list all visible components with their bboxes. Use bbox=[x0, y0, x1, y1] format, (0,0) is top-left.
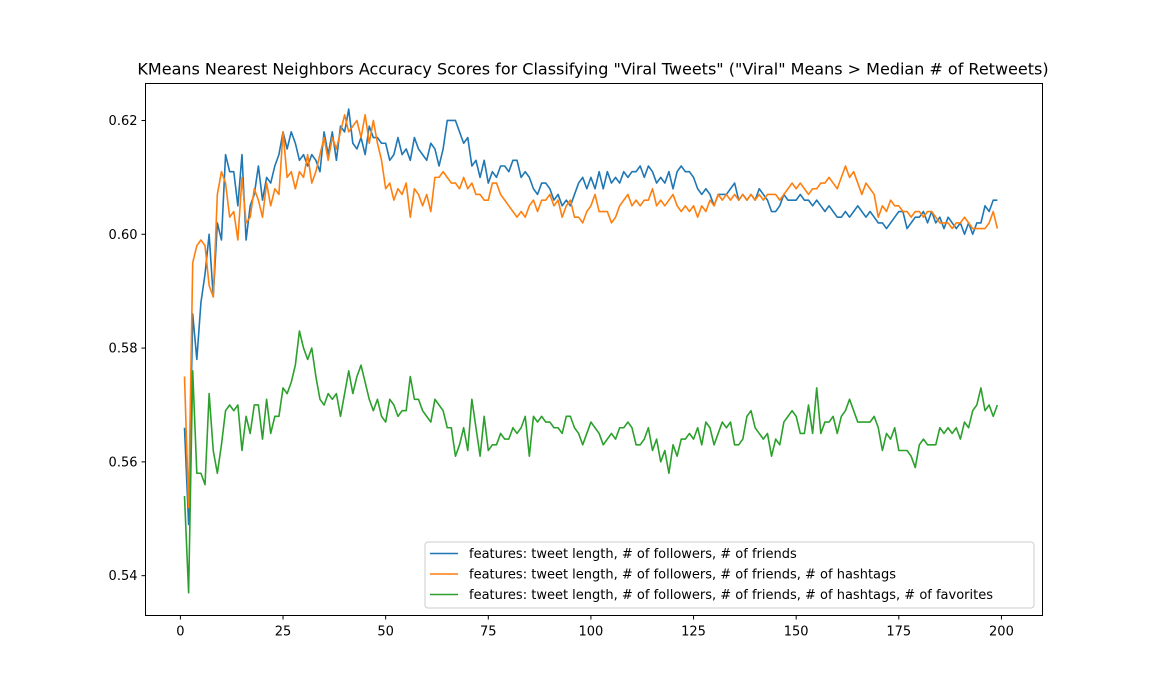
legend-label-1: features: tweet length, # of followers, … bbox=[469, 547, 797, 562]
x-tick-label: 175 bbox=[886, 625, 911, 640]
series-line-3 bbox=[183, 330, 999, 594]
chart-title: KMeans Nearest Neighbors Accuracy Scores… bbox=[137, 60, 1048, 79]
series-line-2 bbox=[183, 113, 999, 509]
y-tick-label: 0.58 bbox=[109, 342, 138, 357]
y-tick-label: 0.60 bbox=[109, 228, 138, 243]
x-tick-label: 100 bbox=[579, 625, 604, 640]
legend-label-2: features: tweet length, # of followers, … bbox=[469, 568, 896, 583]
legend: features: tweet length, # of followers, … bbox=[424, 541, 1035, 609]
plot-frame bbox=[145, 83, 1043, 616]
x-tick-label: 200 bbox=[989, 625, 1014, 640]
y-tick-label: 0.62 bbox=[109, 114, 138, 129]
legend-label-3: features: tweet length, # of followers, … bbox=[469, 588, 993, 603]
y-axis: 0.54 0.56 0.58 0.60 0.62 bbox=[109, 114, 146, 584]
y-tick-label: 0.54 bbox=[109, 569, 138, 584]
legend-box bbox=[424, 541, 1035, 609]
x-tick-label: 50 bbox=[377, 625, 394, 640]
x-tick-label: 0 bbox=[176, 625, 184, 640]
x-tick-label: 125 bbox=[681, 625, 706, 640]
x-axis: 0 25 50 75 100 125 150 175 200 bbox=[176, 615, 1014, 640]
x-tick-label: 75 bbox=[480, 625, 497, 640]
x-tick-label: 150 bbox=[784, 625, 809, 640]
series-layer bbox=[183, 108, 999, 594]
series-line-1 bbox=[183, 108, 998, 526]
y-tick-label: 0.56 bbox=[109, 455, 138, 470]
x-tick-label: 25 bbox=[275, 625, 292, 640]
